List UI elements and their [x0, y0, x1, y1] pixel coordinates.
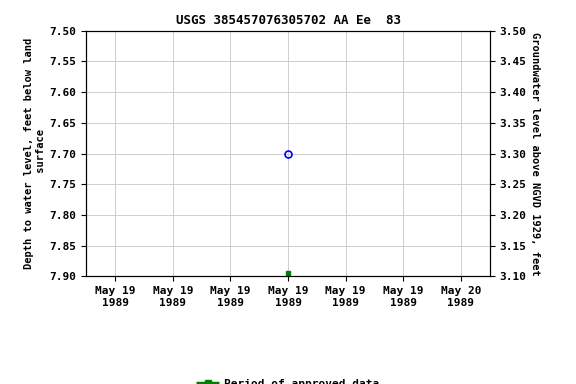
- Title: USGS 385457076305702 AA Ee  83: USGS 385457076305702 AA Ee 83: [176, 14, 400, 27]
- Legend: Period of approved data: Period of approved data: [196, 379, 380, 384]
- Y-axis label: Groundwater level above NGVD 1929, feet: Groundwater level above NGVD 1929, feet: [530, 32, 540, 275]
- Y-axis label: Depth to water level, feet below land
 surface: Depth to water level, feet below land su…: [24, 38, 46, 269]
